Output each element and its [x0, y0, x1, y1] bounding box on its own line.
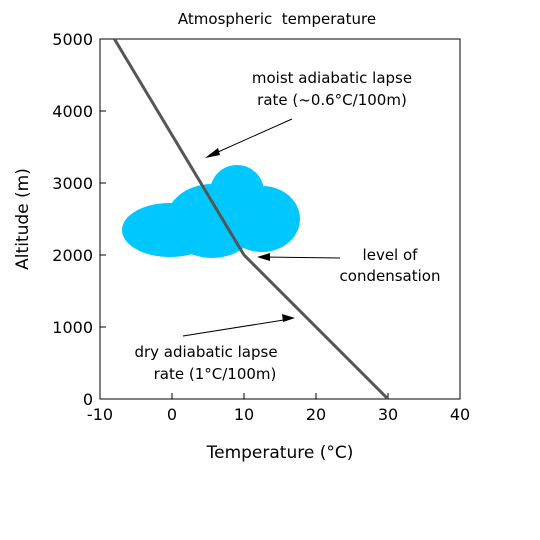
y-tick-label: 4000: [52, 102, 93, 121]
dry-label-line1: dry adiabatic lapse: [134, 343, 277, 361]
y-axis: 0 1000 2000 3000 4000 5000: [52, 30, 106, 409]
condensation-label-line1: level of: [363, 246, 419, 264]
y-tick-label: 5000: [52, 30, 93, 49]
x-tick-label: 0: [167, 405, 177, 424]
cloud: [122, 165, 300, 258]
temperature-profile-line: [113, 38, 390, 401]
moist-label-line2: rate (~0.6°C/100m): [257, 91, 407, 109]
y-tick-label: 0: [83, 390, 93, 409]
y-axis-title: Altitude (m): [13, 168, 33, 270]
x-tick-label: 10: [234, 405, 254, 424]
moist-label-line1: moist adiabatic lapse: [252, 69, 412, 87]
y-tick-label: 2000: [52, 246, 93, 265]
x-tick-label: 20: [306, 405, 326, 424]
x-axis-title: Temperature (°C): [206, 443, 354, 463]
cloud-puff-right: [224, 186, 300, 252]
moist-arrowhead: [205, 148, 220, 158]
x-axis: -10 0 10 20 30 40: [87, 393, 470, 424]
dry-arrowhead: [282, 314, 295, 322]
moist-arrow: [208, 118, 293, 157]
condensation-label-line2: condensation: [340, 267, 441, 285]
y-tick-label: 3000: [52, 174, 93, 193]
x-tick-label: -10: [87, 405, 113, 424]
condensation-arrowhead: [257, 253, 270, 261]
y-tick-label: 1000: [52, 318, 93, 337]
x-tick-label: 30: [378, 405, 398, 424]
condensation-arrow: [261, 256, 341, 259]
dry-label-line2: rate (1°C/100m): [154, 365, 277, 383]
dry-arrow: [182, 318, 291, 337]
chart-title: Atmospheric temperature: [178, 10, 376, 28]
plot-frame: [99, 38, 461, 400]
x-tick-label: 40: [450, 405, 470, 424]
